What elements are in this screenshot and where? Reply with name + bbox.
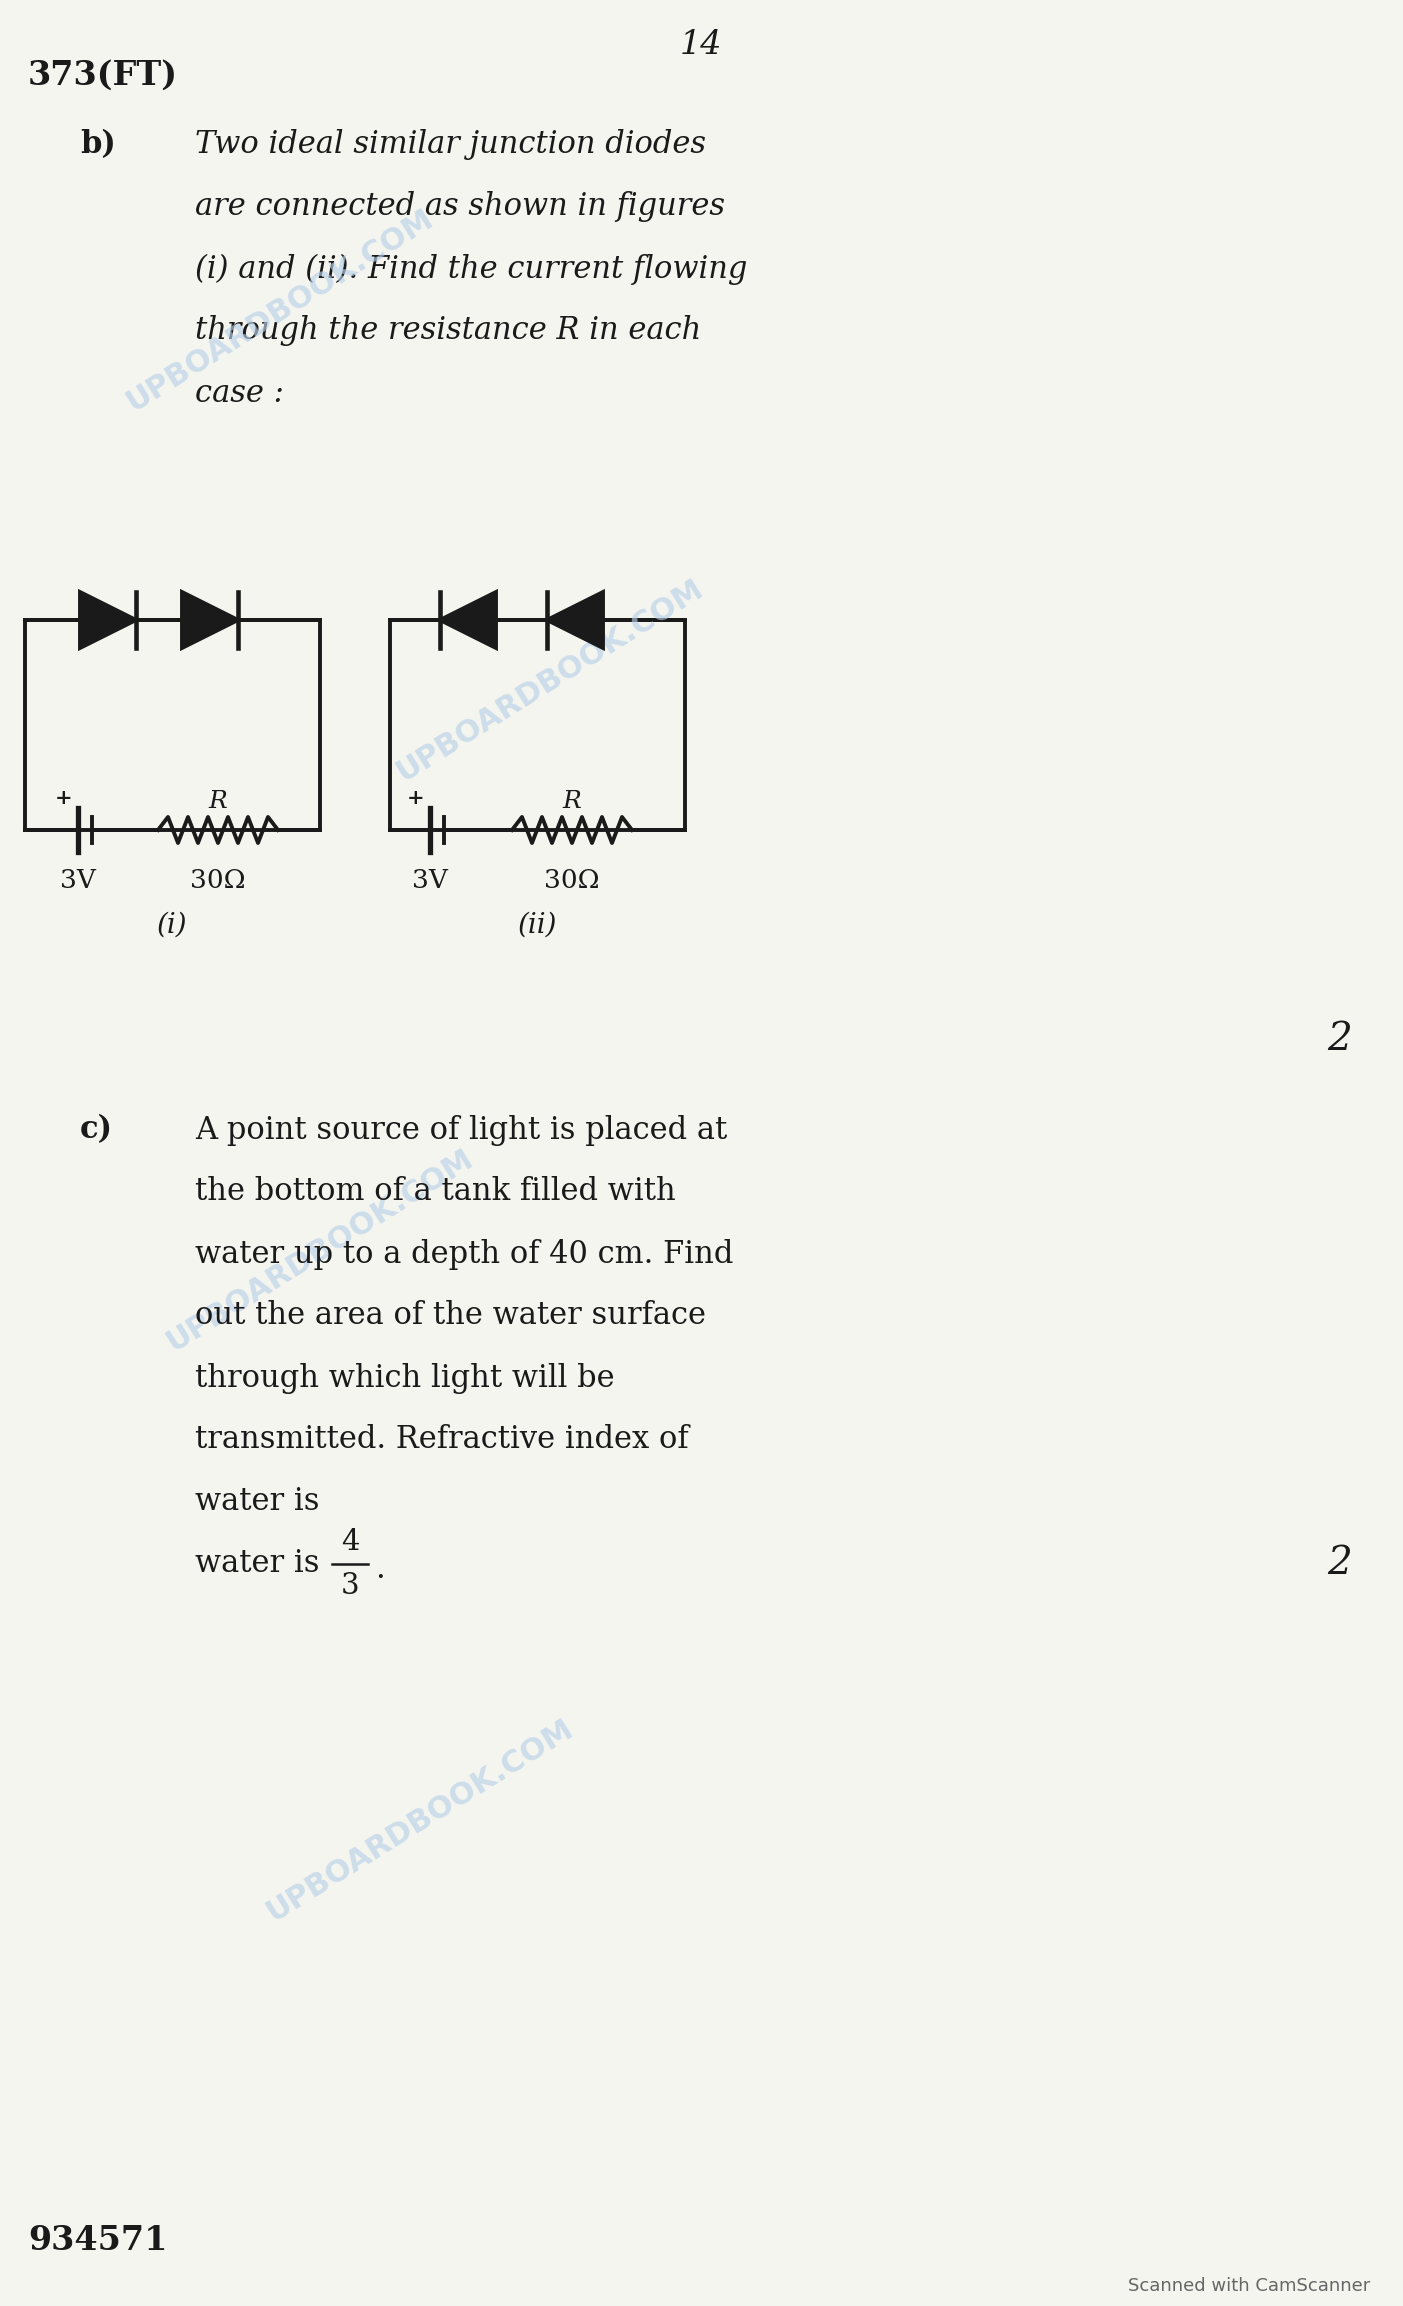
Polygon shape [182,593,239,648]
Text: through the resistance R in each: through the resistance R in each [195,316,702,346]
Text: +: + [55,789,73,807]
Text: are connected as shown in figures: are connected as shown in figures [195,191,725,221]
Polygon shape [547,593,603,648]
Polygon shape [441,593,497,648]
Text: +: + [407,789,425,807]
Text: 4: 4 [341,1529,359,1557]
Polygon shape [80,593,136,648]
Text: (ii): (ii) [518,911,557,939]
Text: the bottom of a tank filled with: the bottom of a tank filled with [195,1176,676,1208]
Text: UPBOARDBOOK.COM: UPBOARDBOOK.COM [391,574,709,786]
Text: (i): (i) [157,911,188,939]
Text: UPBOARDBOOK.COM: UPBOARDBOOK.COM [121,203,439,417]
Text: out the area of the water surface: out the area of the water surface [195,1301,706,1331]
Text: case :: case : [195,378,283,408]
Text: 934571: 934571 [28,2223,167,2258]
Text: UPBOARDBOOK.COM: UPBOARDBOOK.COM [161,1144,478,1356]
Text: through which light will be: through which light will be [195,1363,615,1393]
Text: 3V: 3V [60,867,95,892]
Text: 3: 3 [341,1573,359,1600]
Text: A point source of light is placed at: A point source of light is placed at [195,1114,727,1146]
Text: water is: water is [195,1487,320,1517]
Text: R: R [209,791,227,814]
Text: 2: 2 [1327,1545,1352,1582]
Text: 30Ω: 30Ω [191,867,246,892]
Text: 30Ω: 30Ω [544,867,600,892]
Text: 2: 2 [1327,1022,1352,1058]
Text: 14: 14 [679,30,723,60]
Text: b): b) [80,129,116,161]
Text: c): c) [80,1114,114,1146]
Text: Scanned with CamScanner: Scanned with CamScanner [1128,2276,1369,2294]
Text: UPBOARDBOOK.COM: UPBOARDBOOK.COM [261,1713,578,1926]
Text: .: . [375,1554,384,1584]
Text: transmitted. Refractive index of: transmitted. Refractive index of [195,1425,689,1455]
Text: water is: water is [195,1550,320,1580]
Text: R: R [563,791,581,814]
Text: water up to a depth of 40 cm. Find: water up to a depth of 40 cm. Find [195,1238,734,1271]
Text: 3V: 3V [412,867,448,892]
Text: Two ideal similar junction diodes: Two ideal similar junction diodes [195,129,706,161]
Text: 373(FT): 373(FT) [28,58,178,92]
Text: (i) and (ii). Find the current flowing: (i) and (ii). Find the current flowing [195,254,748,284]
